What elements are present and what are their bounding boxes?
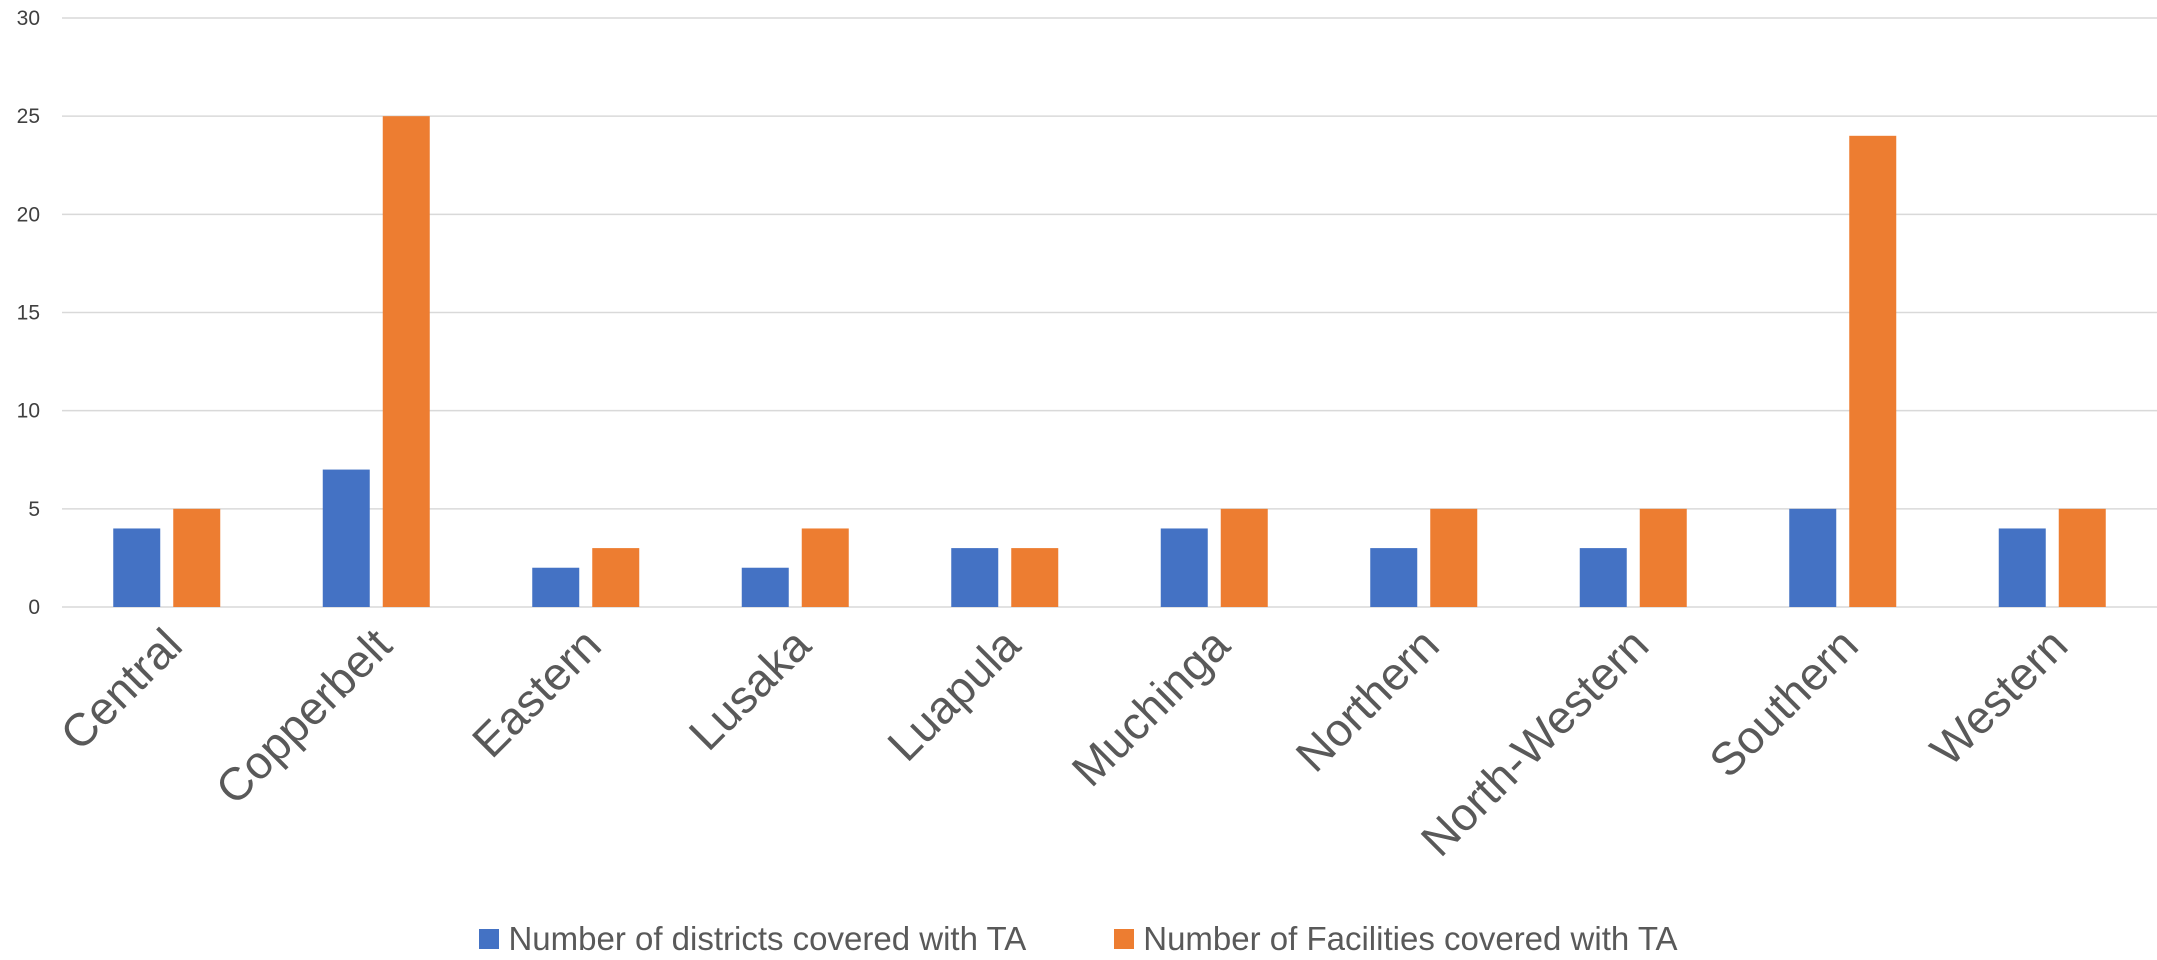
bar-facilities	[1430, 508, 1478, 607]
bar-districts	[951, 548, 999, 607]
bar-districts	[532, 567, 580, 607]
y-tick-label: 20	[17, 203, 40, 226]
bar-facilities	[1011, 548, 1059, 607]
bar-facilities	[2058, 508, 2106, 607]
y-tick-label: 30	[17, 7, 40, 30]
bar-chart: 0 5 10 15 20 25 30 Central Copperbelt Eastern Lusa…	[17, 7, 2157, 866]
category-label: Southern	[1699, 618, 1868, 787]
category-label: Western	[1920, 618, 2077, 775]
bar-districts	[1160, 528, 1208, 607]
bar-facilities	[382, 116, 430, 608]
y-tick-label: 15	[17, 302, 40, 325]
legend-item-facilities: Number of Facilities covered with TA	[1114, 920, 1678, 958]
bar-districts	[322, 469, 370, 607]
category-label: Central	[50, 618, 192, 760]
bar-districts	[1370, 548, 1418, 607]
legend: Number of districts covered with TA Numb…	[0, 918, 2157, 960]
bar-districts	[113, 528, 161, 607]
bar-facilities	[173, 508, 221, 607]
bar-facilities	[592, 548, 640, 607]
legend-label-facilities: Number of Facilities covered with TA	[1143, 920, 1678, 957]
legend-swatch-districts	[479, 929, 500, 949]
category-label: Lusaka	[679, 618, 821, 760]
bar-districts	[1579, 548, 1627, 607]
category-label: Luapula	[877, 618, 1030, 771]
category-label: Copperbelt	[205, 618, 401, 814]
legend-item-districts: Number of districts covered with TA	[479, 920, 1026, 958]
y-tick-label: 5	[28, 498, 40, 521]
category-label: Eastern	[462, 618, 611, 767]
category-label: Northern	[1286, 618, 1449, 781]
y-tick-label: 0	[28, 596, 40, 619]
legend-label-districts: Number of districts covered with TA	[508, 920, 1027, 957]
y-tick-label: 10	[17, 400, 40, 423]
bar-districts	[1998, 528, 2046, 607]
bar-facilities	[801, 528, 849, 607]
bar-districts	[1789, 508, 1837, 607]
bar-facilities	[1220, 508, 1268, 607]
legend-swatch-facilities	[1114, 929, 1135, 949]
y-tick-label: 25	[17, 105, 40, 128]
category-label: Muchinga	[1062, 618, 1240, 796]
bar-districts	[741, 567, 789, 607]
bar-facilities	[1849, 135, 1897, 608]
bar-facilities	[1639, 508, 1687, 607]
